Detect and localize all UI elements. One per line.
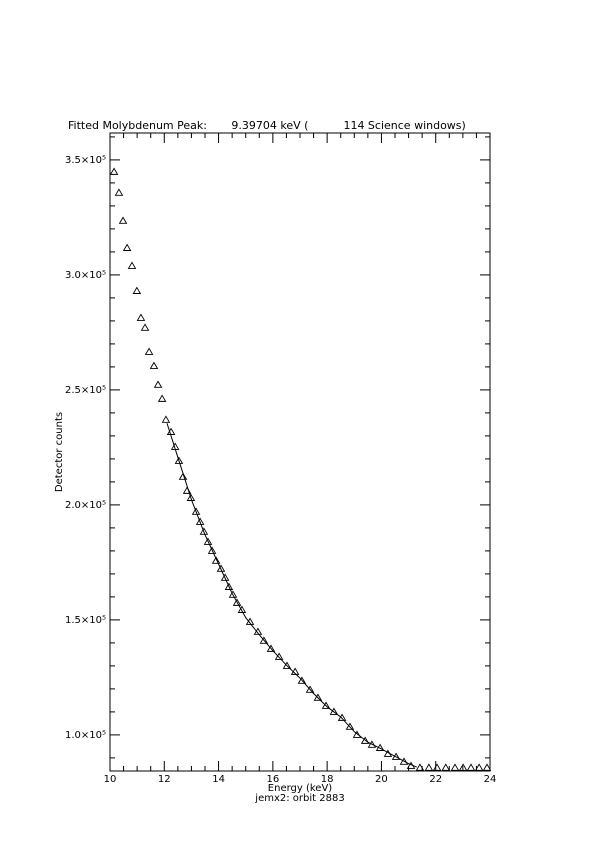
y-tick-label: 1.0×10⁵	[65, 730, 106, 741]
x-tick-label: 24	[484, 774, 497, 785]
data-point	[127, 261, 137, 269]
data-point	[144, 347, 154, 355]
data-point	[157, 394, 167, 402]
data-point	[424, 763, 434, 771]
data-point	[482, 763, 492, 771]
data-point	[109, 167, 119, 175]
data-point	[259, 636, 269, 644]
data-point	[216, 564, 226, 572]
data-point	[415, 763, 425, 771]
data-point	[305, 685, 315, 693]
data-point	[337, 713, 347, 721]
data-point	[237, 605, 247, 613]
data-point	[114, 188, 124, 196]
fit-line	[166, 423, 417, 768]
x-tick-label: 12	[158, 774, 171, 785]
data-point	[211, 556, 221, 564]
data-point	[207, 546, 217, 554]
data-point	[399, 757, 409, 765]
data-point	[321, 701, 331, 709]
data-point	[441, 763, 451, 771]
data-point	[195, 517, 205, 525]
chart-title: Fitted Molybdenum Peak: 9.39704 keV ( 11…	[68, 119, 466, 132]
data-point	[266, 644, 276, 652]
data-point	[360, 736, 370, 744]
x-tick-label: 14	[212, 774, 225, 785]
data-point	[367, 740, 377, 748]
data-point	[220, 573, 230, 581]
data-point	[149, 361, 159, 369]
data-point	[458, 763, 468, 771]
data-point	[140, 323, 150, 331]
data-point	[153, 380, 163, 388]
y-tick-label: 2.0×10⁵	[65, 500, 106, 511]
data-point	[132, 286, 142, 294]
data-point	[228, 590, 238, 598]
x-axis-label: Energy (keV)	[268, 783, 333, 794]
data-point	[345, 722, 355, 730]
data-point	[282, 661, 292, 669]
x-tick-label: 10	[104, 774, 117, 785]
data-point	[161, 415, 171, 423]
data-point	[203, 537, 213, 545]
data-point	[450, 763, 460, 771]
data-point	[329, 707, 339, 715]
data-point	[118, 216, 128, 224]
x-tick-label: 20	[375, 774, 388, 785]
y-tick-label: 2.5×10⁵	[65, 385, 106, 396]
subtitle: jemx2: orbit 2883	[254, 793, 344, 804]
data-point	[191, 507, 201, 515]
data-point	[297, 676, 307, 684]
y-tick-label: 1.5×10⁵	[65, 615, 106, 626]
x-tick-label: 16	[266, 774, 279, 785]
data-point	[186, 493, 196, 501]
x-tick-label: 22	[429, 774, 442, 785]
y-axis-label: Detector counts	[54, 412, 65, 492]
x-tick-label: 18	[321, 774, 334, 785]
data-point	[199, 527, 209, 535]
data-point	[232, 598, 242, 606]
data-point	[224, 582, 234, 590]
y-tick-label: 3.0×10⁵	[65, 270, 106, 281]
data-point	[174, 456, 184, 464]
data-point	[474, 763, 484, 771]
data-point	[136, 313, 146, 321]
data-point	[122, 243, 132, 251]
data-point	[432, 763, 442, 771]
data-point	[466, 763, 476, 771]
data-point	[352, 730, 362, 738]
data-point	[274, 652, 284, 660]
data-point	[178, 472, 188, 480]
y-tick-label: 3.5×10⁵	[65, 155, 106, 166]
data-point	[313, 693, 323, 701]
